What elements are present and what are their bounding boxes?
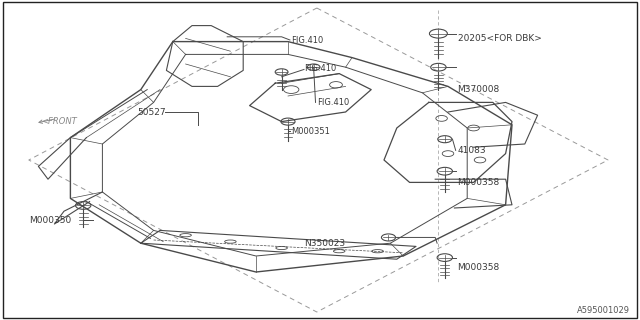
Text: A595001029: A595001029 [577, 306, 630, 315]
Text: M000358: M000358 [458, 178, 500, 187]
Text: 20205<FOR DBK>: 20205<FOR DBK> [458, 34, 541, 43]
Text: M370008: M370008 [458, 85, 500, 94]
Text: M000350: M000350 [29, 216, 71, 225]
Text: FIG.410: FIG.410 [304, 64, 336, 73]
Text: N350023: N350023 [304, 239, 345, 248]
Text: M000351: M000351 [291, 127, 330, 136]
Text: 41083: 41083 [458, 146, 486, 155]
Text: M000358: M000358 [458, 263, 500, 272]
Text: <FRONT: <FRONT [42, 117, 77, 126]
Text: 50527: 50527 [138, 108, 166, 116]
Text: FIG.410: FIG.410 [291, 36, 323, 44]
Text: FIG.410: FIG.410 [317, 98, 349, 107]
